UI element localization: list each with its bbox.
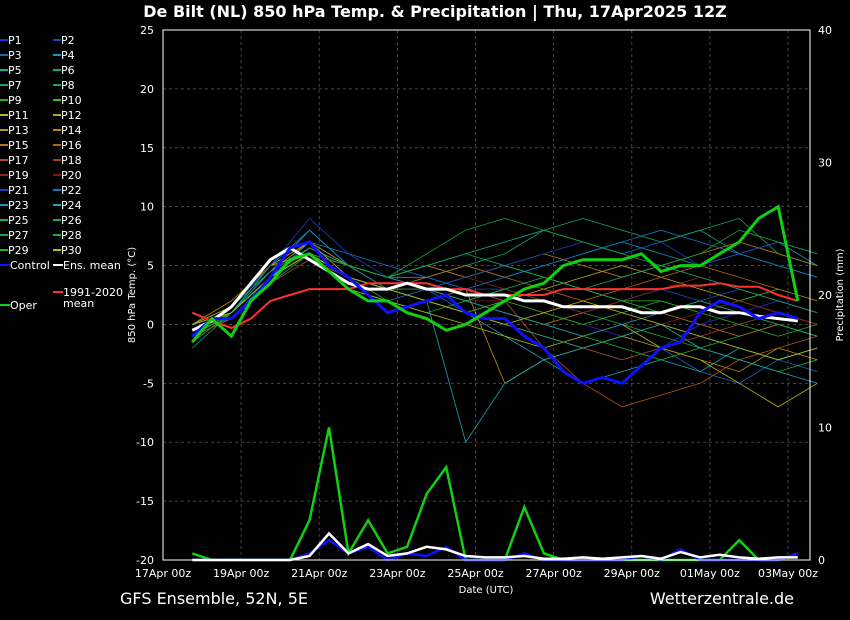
x-tick-label: 21Apr 00z <box>291 567 348 580</box>
member-line-p6 <box>192 229 818 331</box>
legend-entry-p10: P10 <box>61 94 82 107</box>
legend-entry-p13: P13 <box>8 124 29 137</box>
legend-entry-p23: P23 <box>8 199 29 212</box>
precip-line-oper <box>191 427 799 562</box>
legend-entry-1991-2020-mean: mean <box>63 297 94 310</box>
x-tick-label: 29Apr 00z <box>604 567 661 580</box>
legend-entry-ens-mean: Ens. mean <box>63 259 121 272</box>
series-line-oper <box>191 204 800 344</box>
footer-source: Wetterzentrale.de <box>650 589 794 608</box>
legend-entry-p9: P9 <box>8 94 22 107</box>
legend-entry-p6: P6 <box>61 64 75 77</box>
legend-entry-p25: P25 <box>8 214 29 227</box>
member-line-p30 <box>192 253 818 361</box>
x-tick-label: 01May 00z <box>680 567 740 580</box>
legend-entry-p28: P28 <box>61 229 82 242</box>
axes: 25 20 15 10 5 0 -5 -10 -15 -20 40 30 20 10 0 17Apr 00z 1… <box>135 24 832 580</box>
legend-entry-p29: P29 <box>8 244 29 257</box>
x-tick-label: 03May 00z <box>758 567 818 580</box>
x-axis-label: Date (UTC) <box>459 585 514 596</box>
x-tick-label: 27Apr 00z <box>525 567 582 580</box>
y-tick-label: 20 <box>140 83 154 96</box>
y-tick-label: 15 <box>140 142 154 155</box>
y-tick-label: -10 <box>136 436 154 449</box>
precip-line-ens-mean <box>192 531 798 562</box>
legend-entry-p2: P2 <box>61 34 75 47</box>
legend-entry-control: Control <box>10 259 50 272</box>
y-axis-right-label: Precipitation (mm) <box>835 248 846 341</box>
legend-entry-p5: P5 <box>8 64 22 77</box>
y-right-tick-label: 10 <box>818 422 832 435</box>
series-line-control <box>191 240 799 385</box>
plot-frame <box>162 29 811 561</box>
y-right-tick-label: 40 <box>818 24 832 37</box>
legend-entry-p22: P22 <box>61 184 82 197</box>
y-tick-label: -20 <box>136 554 154 567</box>
legend: P1 P2 P3 P4 P5 P6 P7 P8 P9 P10 P11 P12 P13 P14 P15 P16 P… <box>0 34 123 312</box>
legend-entry-p3: P3 <box>8 49 22 62</box>
y-right-tick-label: 20 <box>818 289 832 302</box>
member-line-p25 <box>192 253 818 361</box>
legend-entry-p8: P8 <box>61 79 75 92</box>
legend-entry-p12: P12 <box>61 109 82 122</box>
x-tick-label: 25Apr 00z <box>447 567 504 580</box>
legend-entry-p15: P15 <box>8 139 29 152</box>
x-tick-label: 17Apr 00z <box>135 567 192 580</box>
y-tick-label: 0 <box>147 318 154 331</box>
y-right-tick-label: 0 <box>818 554 825 567</box>
legend-entry-p17: P17 <box>8 154 29 167</box>
y-tick-label: 5 <box>147 260 154 273</box>
y-axis-label: 850 hPa Temp. (°C) <box>127 247 138 343</box>
legend-entry-p4: P4 <box>61 49 75 62</box>
member-line-p24 <box>192 253 818 444</box>
legend-entry-p11: P11 <box>8 109 29 122</box>
legend-entry-p14: P14 <box>61 124 82 137</box>
member-line-p17 <box>192 259 818 408</box>
y-tick-label: -5 <box>143 377 154 390</box>
legend-entry-p24: P24 <box>61 199 82 212</box>
legend-entry-p21: P21 <box>8 184 29 197</box>
x-tick-label: 19Apr 00z <box>213 567 270 580</box>
legend-entry-p20: P20 <box>61 169 82 182</box>
legend-entry-p30: P30 <box>61 244 82 257</box>
x-tick-label: 23Apr 00z <box>369 567 426 580</box>
y-tick-label: -15 <box>136 495 154 508</box>
legend-entry-p26: P26 <box>61 214 82 227</box>
y-tick-label: 10 <box>140 201 154 214</box>
series-line-ens-mean <box>191 246 798 332</box>
member-line-p18 <box>192 253 818 361</box>
legend-entry-p18: P18 <box>61 154 82 167</box>
chart-title: De Bilt (NL) 850 hPa Temp. & Precipitati… <box>143 2 726 22</box>
series-lines <box>191 204 818 562</box>
y-right-tick-label: 30 <box>818 157 832 170</box>
legend-entry-p19: P19 <box>8 169 29 182</box>
footer-model: GFS Ensemble, 52N, 5E <box>120 589 308 608</box>
legend-entry-oper: Oper <box>10 299 37 312</box>
legend-entry-p16: P16 <box>61 139 82 152</box>
legend-entry-1991-2020-mean: 1991-2020 <box>63 286 123 299</box>
legend-entry-p1: P1 <box>8 34 22 47</box>
y-tick-label: 25 <box>140 24 154 37</box>
legend-entry-p7: P7 <box>8 79 22 92</box>
legend-entry-p27: P27 <box>8 229 29 242</box>
